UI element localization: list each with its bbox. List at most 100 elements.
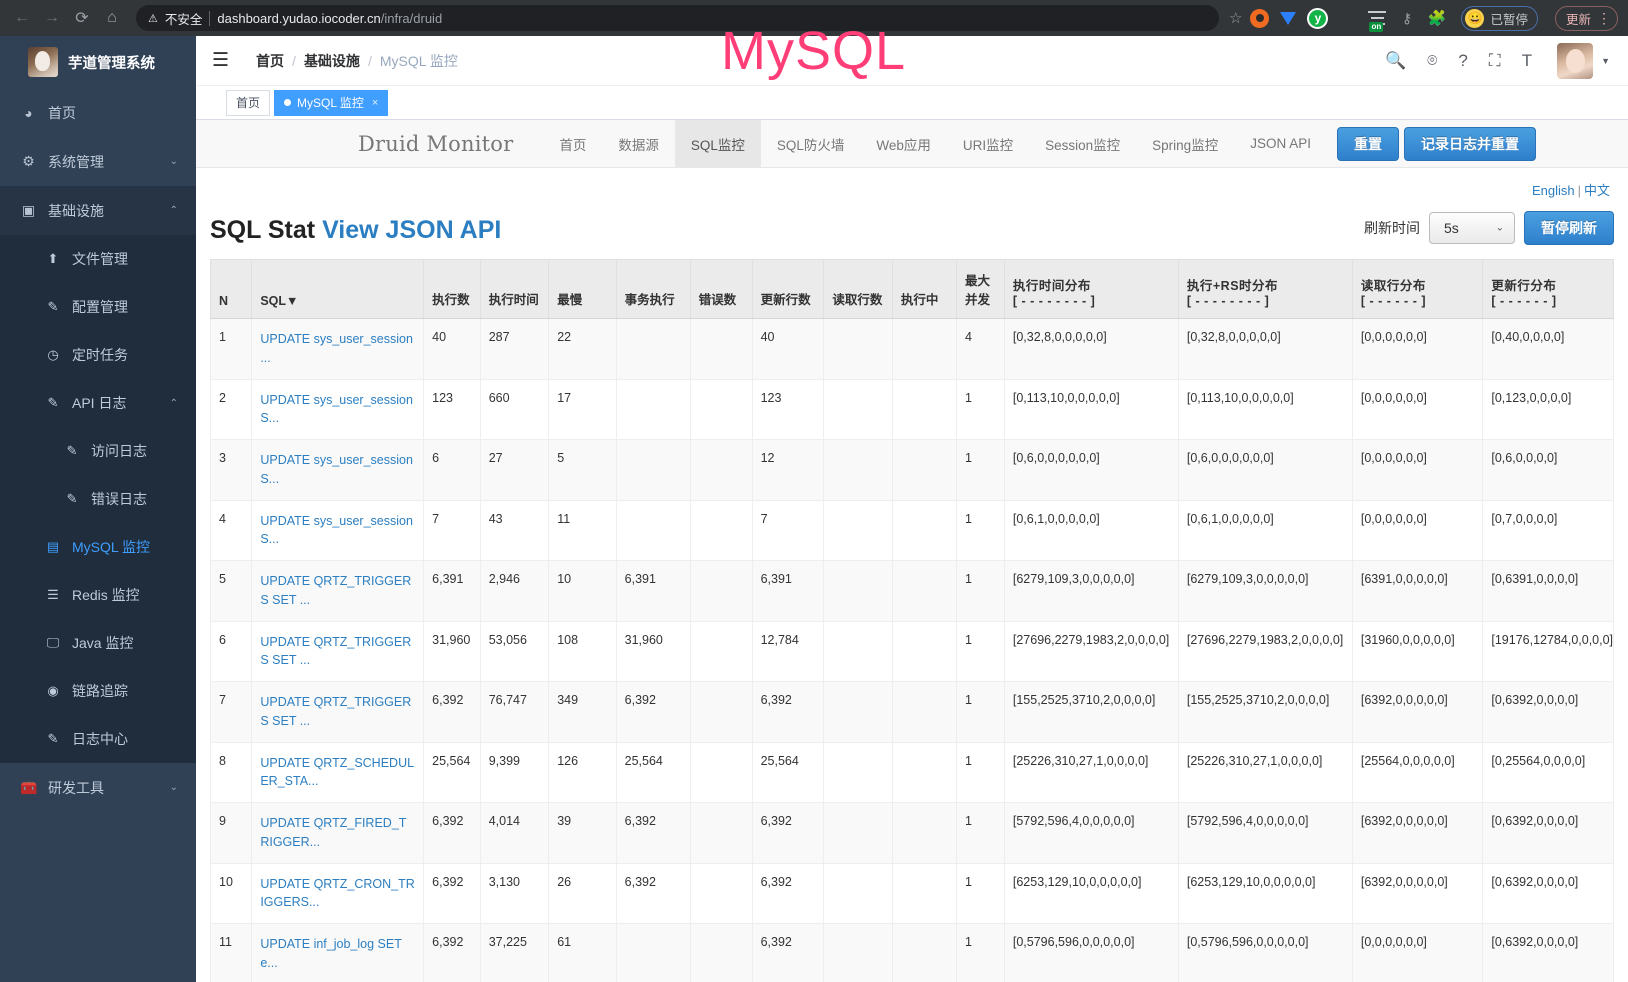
cell-sql[interactable]: UPDATE QRTZ_TRIGGERS SET ... [251,681,425,743]
hamburger-menu-icon[interactable]: ☰ [212,50,229,71]
sidebar-item-home[interactable]: ◕ 首页 [0,88,196,137]
druid-tab-uri-monitor[interactable]: URI监控 [962,137,1014,153]
cell-exec: 6,391 [423,560,481,622]
table-row: 6 UPDATE QRTZ_TRIGGERS SET ... 31,960 53,05… [209,620,1614,682]
sql-link[interactable]: UPDATE QRTZ_CRON_TRIGGERS... [260,876,415,910]
col-exec-count[interactable]: 执行数 [423,259,481,319]
update-button[interactable]: 更新 ⋮ [1554,5,1618,31]
log-and-reset-button[interactable]: 记录日志并重置 [1403,126,1536,161]
col-update-rows[interactable]: 更新行数 [751,259,825,319]
col-max-concurrent[interactable]: 最大并发 [956,259,1005,319]
user-menu[interactable]: ▼ [1557,42,1610,79]
sidebar-item-mysql-monitor[interactable]: ▤ MySQL 监控 [0,523,196,571]
extension-diamond-icon[interactable] [1280,11,1297,25]
cell-sql[interactable]: UPDATE sys_user_session ... [251,318,425,380]
extension-key-icon[interactable]: ⚷ [1401,9,1413,26]
extension-lines-icon[interactable]: on [1368,9,1387,32]
pause-refresh-button[interactable]: 暂停刷新 [1524,211,1614,245]
col-tx-exec[interactable]: 事务执行 [615,259,691,319]
extension-orange-icon[interactable] [1250,8,1270,28]
lang-chinese-link[interactable]: 中文 [1583,183,1610,198]
col-read-rows[interactable]: 读取行数 [823,259,893,319]
druid-tab-spring-monitor[interactable]: Spring监控 [1152,137,1219,153]
cell-sql[interactable]: UPDATE QRTZ_FIRED_TRIGGER... [251,802,425,864]
druid-tab-sql-firewall[interactable]: SQL防火墙 [776,137,845,153]
col-exec-time[interactable]: 执行时间 [479,259,550,319]
cell-sql[interactable]: UPDATE sys_user_session S... [251,378,425,440]
home-icon[interactable]: ⌂ [107,9,117,26]
close-icon[interactable]: × [371,96,379,109]
sql-link[interactable]: UPDATE QRTZ_TRIGGERS SET ... [260,695,412,728]
breadcrumb-item[interactable]: 首页 [256,52,285,69]
table-row: 10 UPDATE QRTZ_CRON_TRIGGERS... 6,392 3,130… [209,862,1614,924]
help-icon[interactable]: ? [1458,50,1468,70]
sql-link[interactable]: UPDATE sys_user_session S... [260,453,413,486]
clock-icon: ◷ [47,347,59,362]
font-size-icon[interactable]: T [1521,50,1533,70]
col-slowest[interactable]: 最慢 [548,259,617,319]
sql-link[interactable]: UPDATE QRTZ_SCHEDULER_STA... [260,755,415,789]
druid-tab-webapp[interactable]: Web应用 [876,137,931,153]
sidebar-item-scheduled-task[interactable]: ◷ 定时任务 [0,331,196,379]
sidebar-item-dev-tools[interactable]: 🧰 研发工具 ⌄ [0,763,196,812]
sql-link[interactable]: UPDATE inf_job_log SET e... [260,937,402,970]
sidebar-item-redis-monitor[interactable]: ☰ Redis 监控 [0,571,196,619]
cell-sql[interactable]: UPDATE sys_user_session S... [251,499,425,561]
col-running[interactable]: 执行中 [891,259,958,319]
kebab-menu-icon[interactable]: ⋮ [1597,10,1611,26]
address-bar[interactable]: ⚠ 不安全 dashboard.yudao.iocoder.cn/infra/d… [136,5,1220,31]
lang-english-link[interactable]: English [1531,183,1575,198]
table-row: 8 UPDATE QRTZ_SCHEDULER_STA... 25,564 9,399… [209,741,1614,803]
sidebar-item-java-monitor[interactable]: 🖵 Java 监控 [0,619,196,667]
breadcrumb-item[interactable]: 基础设施 [303,52,360,69]
col-error-count[interactable]: 错误数 [689,259,753,319]
cell-sql[interactable]: UPDATE inf_job_log SET e... [251,923,425,982]
extension-green-icon[interactable]: y [1307,7,1329,29]
sql-link[interactable]: UPDATE sys_user_session S... [260,513,413,547]
sql-link[interactable]: UPDATE QRTZ_FIRED_TRIGGER... [260,816,407,849]
druid-tab-session-monitor[interactable]: Session监控 [1045,137,1121,153]
druid-tab-sql-monitor[interactable]: SQL监控 [674,119,761,168]
sidebar-item-infra[interactable]: ▣ 基础设施 ⌃ [0,186,196,235]
sql-link[interactable]: UPDATE sys_user_session S... [260,392,413,426]
cell-sql[interactable]: UPDATE sys_user_session S... [251,439,425,501]
cell-max-concurrent: 1 [956,439,1005,501]
extensions-puzzle-icon[interactable]: 🧩 [1427,10,1447,27]
sidebar-item-log-center[interactable]: ✎ 日志中心 [0,715,196,763]
tag-mysql-monitor[interactable]: MySQL 监控 × [274,89,389,116]
sql-link[interactable]: UPDATE QRTZ_TRIGGERS SET ... [260,634,412,668]
cell-exec-time-dist: [0,6,0,0,0,0,0,0] [1003,439,1179,501]
cell-sql[interactable]: UPDATE QRTZ_CRON_TRIGGERS... [251,862,425,924]
sidebar-item-access-log[interactable]: ✎ 访问日志 [0,427,196,475]
reset-button[interactable]: 重置 [1336,126,1399,161]
cell-sql[interactable]: UPDATE QRTZ_SCHEDULER_STA... [251,741,425,803]
reload-icon[interactable]: ⟳ [75,10,89,27]
forward-arrow-icon[interactable]: → [44,9,60,26]
sidebar-item-trace[interactable]: ◉ 链路追踪 [0,667,196,715]
sidebar-logo[interactable]: 芋道管理系统 [0,36,196,88]
druid-tab-datasource[interactable]: 数据源 [618,137,659,153]
extension-grid-icon[interactable] [1339,9,1357,27]
druid-tab-json-api[interactable]: JSON API [1250,136,1311,151]
cell-sql[interactable]: UPDATE QRTZ_TRIGGERS SET ... [251,620,425,682]
col-sql[interactable]: SQL▼ [251,259,425,319]
bookmark-star-icon[interactable]: ☆ [1229,10,1243,27]
sql-link[interactable]: UPDATE QRTZ_TRIGGERS SET ... [260,574,412,607]
cell-sql[interactable]: UPDATE QRTZ_TRIGGERS SET ... [251,560,425,622]
search-icon[interactable]: 🔍 [1384,50,1407,70]
refresh-interval-select[interactable]: 5s [1429,212,1515,244]
druid-tab-home[interactable]: 首页 [559,137,587,153]
sidebar-item-file-manage[interactable]: ⬆ 文件管理 [0,235,196,283]
sidebar-item-api-log[interactable]: ✎ API 日志 ⌃ [0,379,196,427]
sidebar-item-error-log[interactable]: ✎ 错误日志 [0,475,196,523]
github-icon[interactable]: ⌾ [1427,50,1438,70]
sidebar-item-system[interactable]: ⚙ 系统管理 ⌄ [0,137,196,186]
sidebar-item-config-manage[interactable]: ✎ 配置管理 [0,283,196,331]
view-json-api-link[interactable]: View JSON API [322,216,502,244]
tag-home[interactable]: 首页 [226,89,271,116]
fullscreen-icon[interactable]: ⛶ [1488,50,1501,70]
back-arrow-icon[interactable]: ← [14,9,30,26]
col-exec-rs-dist: 执行+RS时分布[ - - - - - - - - ] [1177,259,1353,319]
sql-link[interactable]: UPDATE sys_user_session ... [260,332,413,365]
paused-profile-button[interactable]: 😀 已暂停 [1461,5,1538,31]
